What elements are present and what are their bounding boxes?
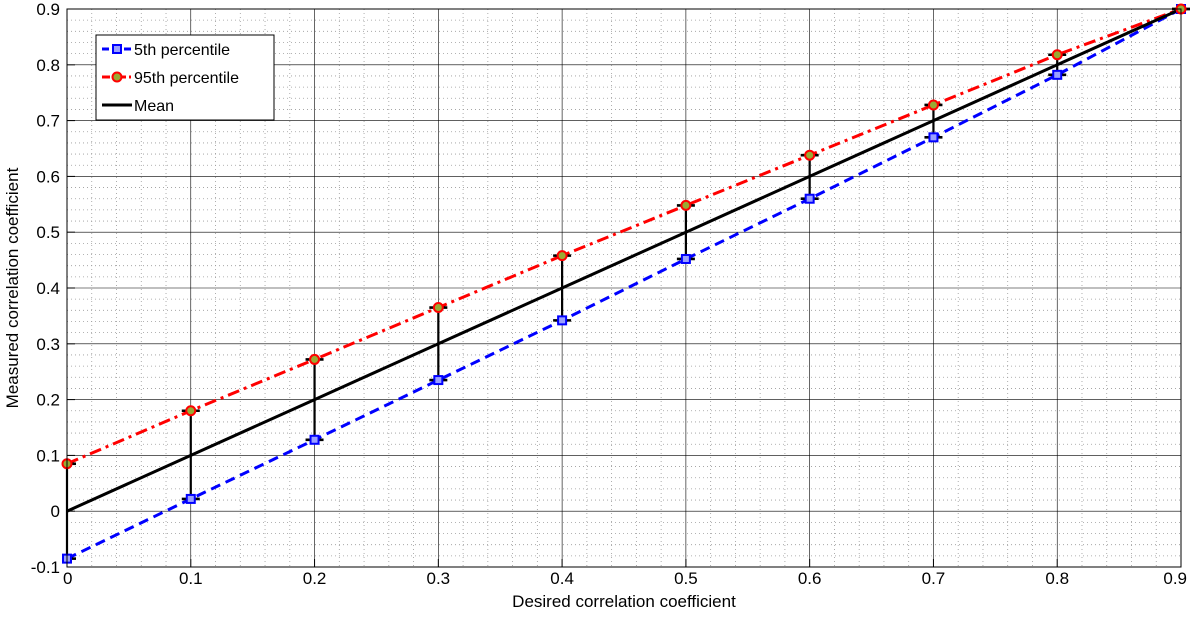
y-axis-label: Measured correlation coefficient [3, 167, 22, 408]
y-tick-label: -0.1 [31, 558, 60, 577]
data-point-1 [680, 199, 692, 211]
data-point-1 [185, 405, 197, 417]
legend-label: 95th percentile [134, 70, 239, 87]
x-tick-label: 0.6 [798, 569, 822, 588]
data-point-0 [680, 253, 691, 264]
x-tick-label: 0.9 [1163, 569, 1187, 588]
series-layer [66, 7, 1182, 560]
legend-marker [112, 44, 122, 54]
x-tick-label: 0.3 [427, 569, 451, 588]
x-axis-label: Desired correlation coefficient [512, 592, 736, 611]
data-point-0 [928, 132, 939, 143]
legend-entry-mean: Mean [102, 98, 174, 115]
data-point-1 [804, 149, 816, 161]
y-tick-labels: -0.1 0 0.1 0.2 0.3 0.4 0.5 0.6 0.7 0.8 0.9 [31, 0, 60, 577]
y-tick-label: 0.1 [36, 446, 60, 465]
data-point-0 [557, 315, 568, 326]
legend-swatch-marker [112, 44, 122, 54]
y-tick-label: 0.9 [36, 0, 60, 19]
data-point-0 [804, 193, 815, 204]
series-line-0 [66, 7, 1182, 560]
y-tick-label: 0.3 [36, 335, 60, 354]
legend: 5th percentile 95th percentile Mean [95, 34, 275, 121]
data-point-1 [556, 250, 568, 262]
data-point-0 [1052, 69, 1063, 80]
x-tick-label: 0.4 [550, 569, 574, 588]
series-line-2 [66, 7, 1182, 513]
data-point-0 [185, 493, 196, 504]
x-tick-label: 0.1 [179, 569, 203, 588]
legend-entry-5th: 5th percentile [102, 42, 230, 59]
y-tick-label: 0 [51, 502, 60, 521]
y-tick-label: 0.5 [36, 223, 60, 242]
series-line-1 [66, 7, 1182, 466]
plot-frame [66, 8, 1182, 568]
data-point-1 [1051, 49, 1063, 61]
legend-swatch-marker [111, 71, 123, 83]
data-point-0 [309, 434, 320, 445]
x-tick-label: 0.7 [922, 569, 946, 588]
legend-marker [111, 71, 123, 83]
x-tick-labels: 0 0.1 0.2 0.3 0.4 0.5 0.6 0.7 0.8 0.9 [63, 569, 1187, 588]
y-tick-label: 0.6 [36, 167, 60, 186]
data-point-1 [432, 302, 444, 314]
y-tick-label: 0.4 [36, 279, 60, 298]
y-tick-label: 0.8 [36, 56, 60, 75]
legend-entry-95th: 95th percentile [102, 70, 239, 87]
minor-grid [67, 9, 1181, 567]
y-tick-label: 0.2 [36, 391, 60, 410]
x-tick-label: 0.5 [674, 569, 698, 588]
legend-label: Mean [134, 98, 174, 115]
data-point-1 [309, 353, 321, 365]
legend-label: 5th percentile [134, 42, 230, 59]
data-point-1 [927, 99, 939, 111]
x-tick-label: 0.2 [303, 569, 327, 588]
x-tick-label: 0 [63, 569, 72, 588]
data-point-0 [433, 375, 444, 386]
x-tick-label: 0.8 [1045, 569, 1069, 588]
y-tick-label: 0.7 [36, 112, 60, 131]
